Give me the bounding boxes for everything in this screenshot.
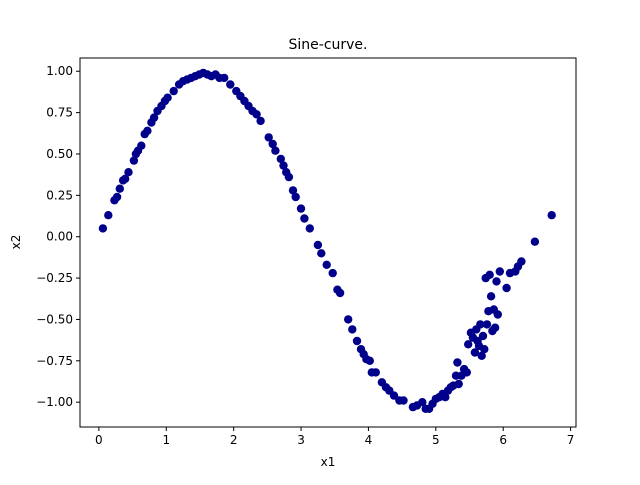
data-point bbox=[226, 80, 235, 89]
data-point bbox=[547, 211, 556, 220]
data-point bbox=[220, 73, 229, 83]
data-point bbox=[476, 320, 485, 329]
data-point bbox=[115, 184, 125, 193]
data-point bbox=[276, 154, 285, 164]
y-tick-label: 0.00 bbox=[46, 230, 73, 244]
data-point bbox=[264, 133, 273, 142]
x-tick-label: 3 bbox=[297, 433, 305, 447]
y-tick-label: 1.00 bbox=[46, 64, 73, 78]
x-tick-label: 7 bbox=[567, 433, 575, 447]
data-point bbox=[485, 270, 494, 279]
x-tick-label: 4 bbox=[365, 433, 373, 447]
data-point bbox=[478, 331, 488, 341]
data-point bbox=[291, 192, 300, 202]
x-tick-label: 6 bbox=[499, 433, 507, 447]
data-point bbox=[464, 340, 473, 349]
y-tick-label: 0.25 bbox=[46, 188, 73, 202]
data-point bbox=[296, 204, 306, 213]
chart-title: Sine-curve. bbox=[289, 37, 368, 53]
axes-frame bbox=[79, 57, 577, 428]
x-tick-label: 0 bbox=[95, 433, 103, 447]
data-point bbox=[163, 93, 172, 102]
data-point bbox=[313, 240, 323, 250]
data-point bbox=[517, 257, 526, 266]
x-tick-label: 5 bbox=[432, 433, 440, 447]
data-point bbox=[490, 323, 500, 332]
data-point bbox=[482, 320, 492, 329]
data-point bbox=[322, 260, 331, 269]
data-point bbox=[418, 398, 427, 407]
data-point bbox=[441, 393, 450, 402]
data-point bbox=[284, 172, 294, 182]
data-point bbox=[279, 161, 288, 170]
data-point bbox=[348, 325, 357, 334]
data-point bbox=[305, 224, 314, 233]
data-point bbox=[268, 139, 277, 149]
data-point bbox=[124, 168, 133, 177]
data-point bbox=[112, 192, 122, 202]
data-point bbox=[454, 379, 463, 389]
data-point bbox=[104, 211, 113, 220]
data-point bbox=[493, 310, 502, 319]
y-tick-label: 0.75 bbox=[46, 106, 73, 120]
y-tick-label: 0.50 bbox=[46, 147, 73, 161]
data-point bbox=[335, 288, 345, 298]
data-point bbox=[486, 292, 496, 301]
data-point bbox=[399, 396, 408, 405]
data-point bbox=[365, 356, 374, 365]
data-point bbox=[121, 174, 130, 183]
y-axis-ticks: 1.00 0.75 0.50 0.25 0.00 −0.25 −0.50 −0.75 −1.00 bbox=[36, 64, 80, 409]
data-point bbox=[271, 146, 280, 155]
data-point bbox=[300, 214, 309, 223]
x-axis-ticks: 0 1 2 3 4 5 6 7 bbox=[95, 427, 574, 447]
data-point bbox=[462, 368, 471, 377]
data-point bbox=[143, 126, 152, 135]
data-point bbox=[352, 336, 362, 346]
x-tick-label: 2 bbox=[230, 433, 238, 447]
data-point bbox=[149, 113, 159, 122]
data-point bbox=[344, 315, 353, 324]
data-point bbox=[371, 368, 380, 377]
data-point bbox=[502, 283, 511, 293]
data-point bbox=[328, 268, 337, 278]
y-tick-label: −0.50 bbox=[36, 312, 73, 326]
data-point bbox=[288, 186, 298, 195]
data-point bbox=[317, 249, 326, 258]
data-point bbox=[256, 116, 265, 126]
x-axis-label: x1 bbox=[321, 455, 336, 469]
data-point bbox=[169, 86, 178, 96]
data-point bbox=[129, 156, 139, 165]
y-axis-label: x2 bbox=[9, 235, 23, 250]
data-point bbox=[477, 351, 486, 360]
data-point bbox=[389, 391, 399, 400]
y-tick-label: −0.25 bbox=[36, 271, 73, 285]
data-point bbox=[252, 110, 261, 119]
data-point bbox=[495, 267, 504, 276]
data-point bbox=[470, 348, 480, 357]
x-tick-label: 1 bbox=[162, 433, 170, 447]
data-point bbox=[453, 358, 462, 367]
data-points bbox=[98, 68, 556, 413]
data-point bbox=[492, 277, 501, 286]
data-point bbox=[530, 237, 540, 246]
data-point bbox=[98, 224, 108, 233]
data-point bbox=[480, 345, 489, 354]
y-tick-label: −0.75 bbox=[36, 354, 73, 368]
data-point bbox=[137, 141, 146, 150]
y-tick-label: −1.00 bbox=[36, 395, 73, 409]
